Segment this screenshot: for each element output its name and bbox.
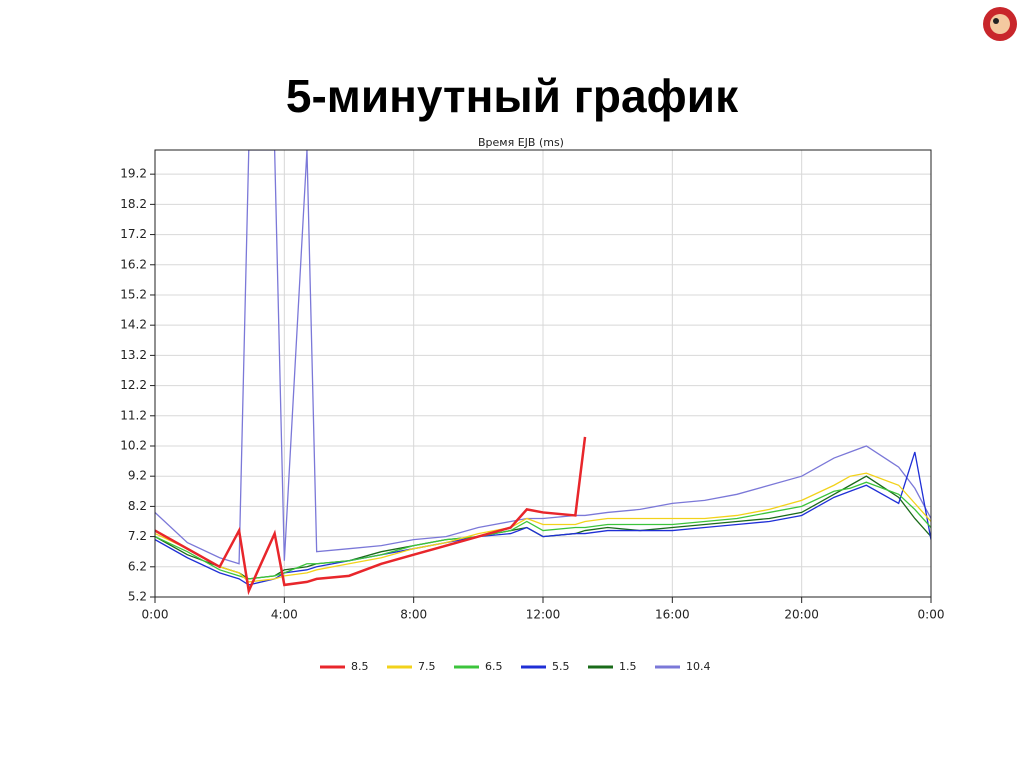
legend-label: 6.5 (485, 660, 503, 673)
legend-label: 5.5 (552, 660, 570, 673)
y-tick-label: 10.2 (120, 438, 147, 452)
y-tick-label: 8.2 (128, 499, 147, 513)
legend: 8.5 7.5 6.5 5.5 1.5 10.4 (320, 660, 711, 673)
y-tick-label: 18.2 (120, 197, 147, 211)
y-tick-label: 7.2 (128, 529, 147, 543)
slide-title: 5-минутный график (286, 70, 739, 122)
legend-label: 1.5 (619, 660, 637, 673)
x-tick-label: 8:00 (400, 608, 427, 622)
y-tick-label: 6.2 (128, 559, 147, 573)
y-tick-label: 19.2 (120, 167, 147, 181)
series-line (155, 472, 931, 583)
x-tick-label: 4:00 (271, 608, 298, 622)
plot (155, 150, 931, 596)
y-tick-label: 5.2 (128, 590, 147, 604)
y-tick-label: 12.2 (120, 378, 147, 392)
x-tick-label: 20:00 (784, 608, 819, 622)
axes: 5.2 6.2 7.2 8.2 9.2 10.2 11.2 12.2 13.2 14.2 15.2 1… (120, 167, 944, 622)
x-tick-label: 12:00 (526, 608, 561, 622)
y-tick-label: 9.2 (128, 469, 147, 483)
series-line (155, 436, 587, 596)
x-tick-label: 16:00 (655, 608, 690, 622)
series-line (155, 481, 931, 580)
legend-label: 10.4 (686, 660, 711, 673)
legend-label: 8.5 (351, 660, 369, 673)
y-tick-label: 16.2 (120, 257, 147, 271)
chart-title: Время EJB (ms) (478, 136, 564, 149)
y-tick-label: 13.2 (120, 348, 147, 362)
y-tick-label: 15.2 (120, 287, 147, 301)
y-tick-label: 14.2 (120, 318, 147, 332)
y-tick-label: 11.2 (120, 408, 147, 422)
x-tick-label: 0:00 (142, 608, 169, 622)
logo (983, 7, 1017, 41)
legend-label: 7.5 (418, 660, 436, 673)
y-tick-label: 17.2 (120, 227, 147, 241)
x-tick-label: 0:00 (918, 608, 945, 622)
series-line (155, 150, 931, 565)
